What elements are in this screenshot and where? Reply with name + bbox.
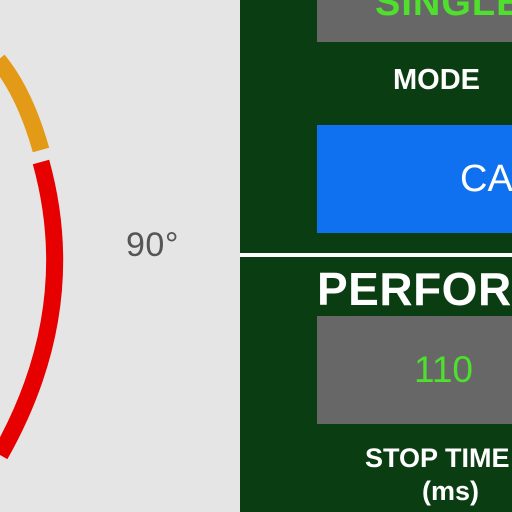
angle-gauge [0, 0, 240, 512]
mode-value-display: SINGLE [317, 0, 512, 42]
gauge-area: 90° [0, 0, 240, 512]
gauge-danger-arc [0, 162, 55, 455]
gauge-warning-arc [0, 60, 41, 150]
mode-action-button-label: CA [460, 158, 512, 201]
stop-time-value: 110 [414, 349, 473, 391]
performance-title: PERFOR [317, 262, 512, 316]
mode-value-text: SINGLE [375, 0, 512, 25]
stop-time-value-display: 110 [317, 316, 512, 424]
stop-time-label: STOP TIME [365, 443, 510, 474]
mode-action-button[interactable]: CA [317, 125, 512, 233]
mode-label: MODE [393, 64, 480, 97]
control-panel: SINGLE MODE CA PERFOR 110 STOP TIME (ms) [240, 0, 512, 512]
gauge-angle-label: 90° [126, 226, 179, 265]
stop-time-unit: (ms) [422, 476, 479, 507]
section-divider [240, 253, 512, 257]
